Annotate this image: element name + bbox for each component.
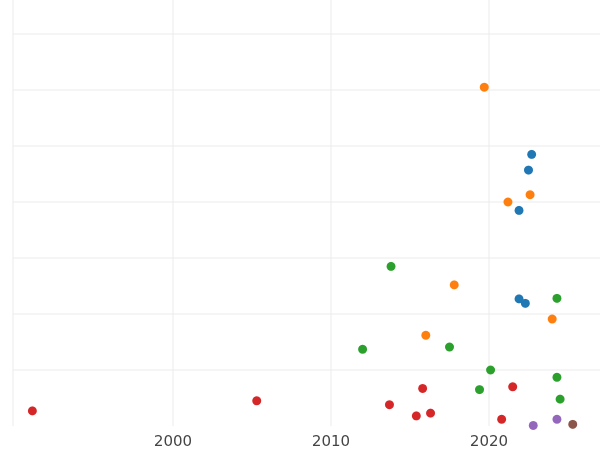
scatter-point (527, 149, 537, 159)
scatter-point (514, 205, 524, 215)
scatter-point (411, 411, 421, 421)
scatter-point (445, 342, 454, 352)
scatter-point (252, 396, 262, 406)
scatter-point (486, 365, 496, 375)
scatter-point (552, 414, 562, 424)
scatter-point (503, 197, 513, 207)
scatter-point (449, 280, 459, 290)
scatter-point (421, 330, 431, 340)
scatter-point (358, 344, 368, 354)
scatter-point (497, 414, 507, 424)
scatter-point (555, 394, 565, 404)
scatter-point (547, 314, 557, 324)
scatter-point (552, 372, 562, 382)
scatter-point (386, 261, 396, 271)
grid-layer (12, 0, 600, 426)
scatter-point (508, 382, 518, 392)
x-tick-labels: 2000 2010 2020 (154, 432, 508, 450)
x-tick-label: 2020 (470, 432, 508, 450)
scatter-point (27, 406, 37, 416)
data-points (27, 82, 578, 430)
x-tick-label: 2000 (154, 432, 192, 450)
scatter-point (520, 298, 530, 308)
scatter-point (552, 293, 562, 303)
scatter-point (514, 294, 524, 304)
scatter-point (524, 165, 533, 175)
scatter-point (479, 82, 489, 92)
x-tick-label: 2010 (312, 432, 350, 450)
scatter-point (418, 383, 428, 393)
scatter-point (384, 400, 394, 410)
scatter-point (426, 408, 436, 418)
scatter-point (568, 419, 578, 429)
scatter-point (525, 190, 535, 200)
scatter-point (528, 420, 538, 430)
scatter-point (475, 385, 485, 395)
